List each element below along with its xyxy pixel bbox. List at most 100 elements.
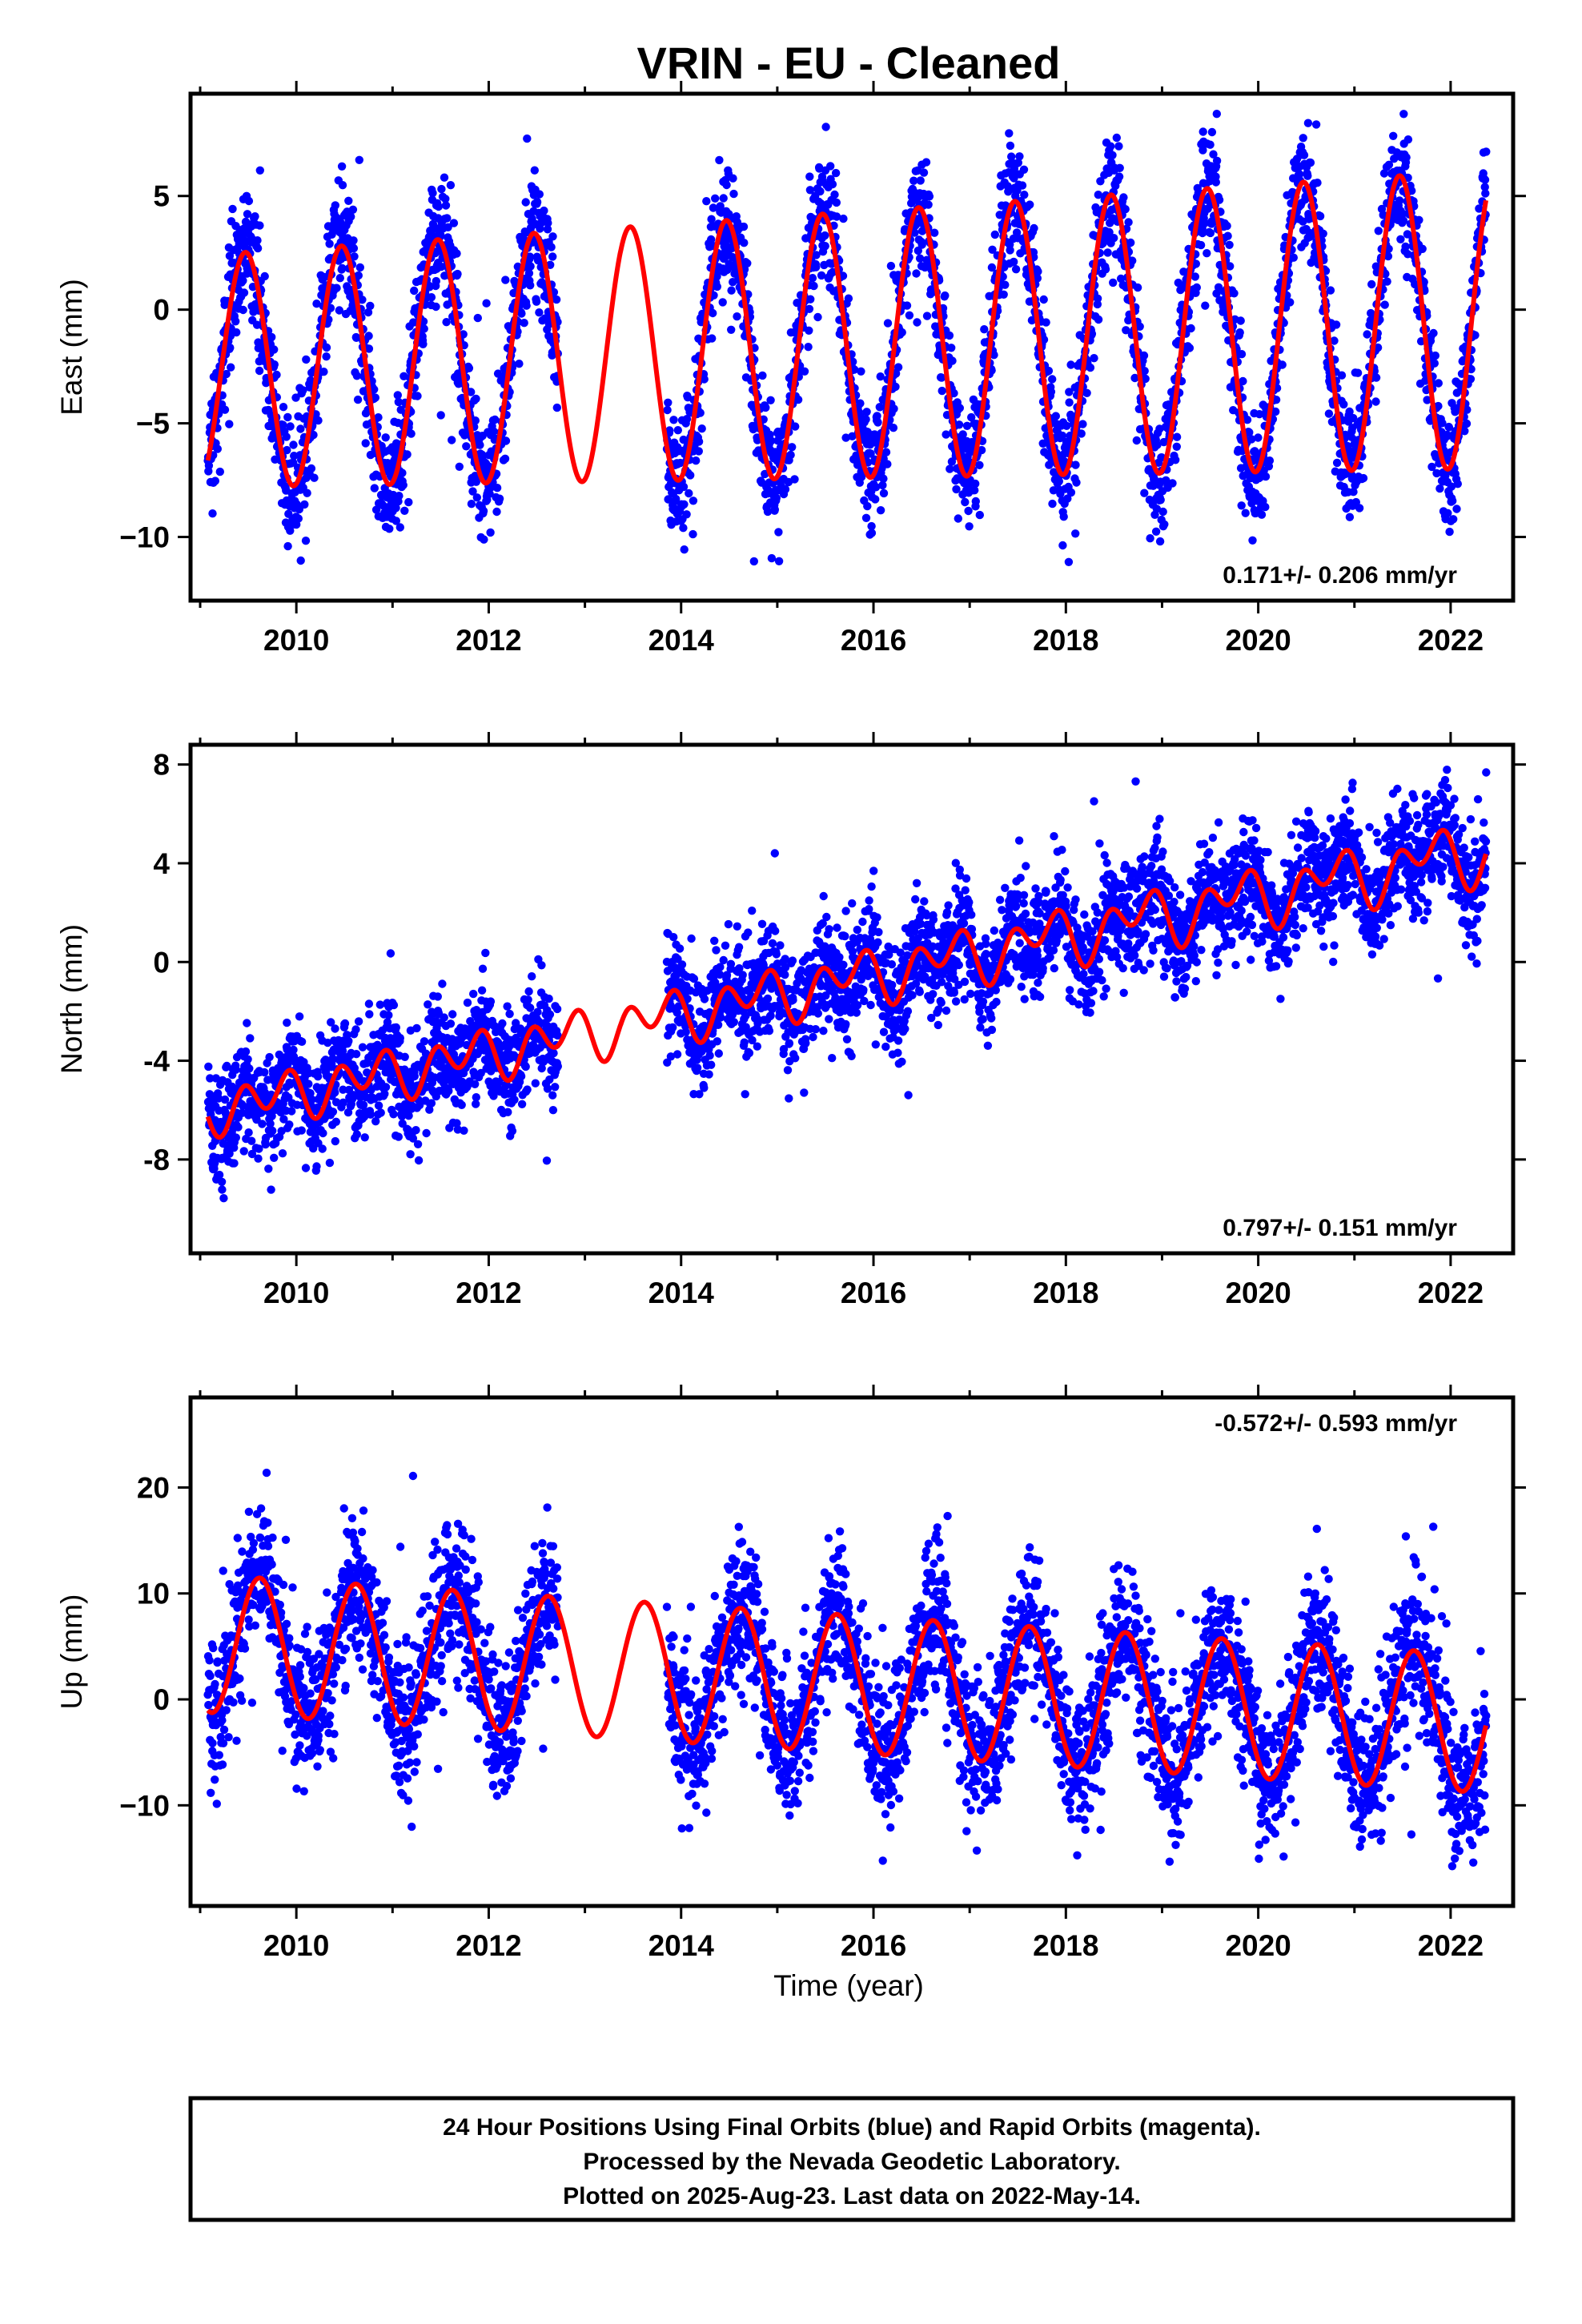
east-point xyxy=(805,304,814,313)
north-point xyxy=(412,1023,421,1033)
north-point xyxy=(354,1017,363,1026)
east-point xyxy=(1206,228,1215,238)
east-point xyxy=(398,468,407,477)
east-point xyxy=(1237,350,1247,359)
east-point xyxy=(476,440,484,449)
north-point xyxy=(244,1128,253,1137)
east-point xyxy=(977,445,986,455)
east-point xyxy=(998,272,1007,281)
east-point xyxy=(1480,183,1489,191)
east-point xyxy=(680,545,689,554)
east-point xyxy=(889,424,898,432)
east-point xyxy=(925,192,934,201)
east-point xyxy=(535,308,544,317)
east-point xyxy=(325,239,334,248)
north-point xyxy=(270,1153,279,1163)
north-point xyxy=(510,1096,519,1104)
east-point xyxy=(371,505,381,514)
east-point xyxy=(711,194,720,203)
east-x-tick-label: 2016 xyxy=(841,624,906,657)
east-point xyxy=(897,328,906,337)
north-point xyxy=(400,1052,409,1062)
north-point xyxy=(278,1149,287,1158)
east-point xyxy=(1071,529,1080,538)
east-point xyxy=(444,223,452,231)
east-point xyxy=(370,385,379,394)
east-point xyxy=(255,221,264,230)
east-point xyxy=(349,243,359,253)
north-point xyxy=(414,1156,424,1165)
east-point xyxy=(1094,315,1103,324)
east-point xyxy=(821,231,829,240)
east-point xyxy=(945,331,954,340)
east-point xyxy=(767,553,777,563)
east-point xyxy=(1434,401,1443,411)
east-point xyxy=(1261,472,1271,481)
east-point xyxy=(881,448,891,456)
east-point xyxy=(1379,169,1389,178)
north-point xyxy=(231,1065,240,1075)
east-point xyxy=(883,460,892,468)
east-point xyxy=(743,259,752,267)
east-point xyxy=(515,360,524,368)
east-point xyxy=(453,269,462,279)
east-y-tick-label: −10 xyxy=(119,521,170,554)
east-point xyxy=(889,404,898,413)
east-frame xyxy=(188,91,1516,603)
north-point xyxy=(508,1127,517,1136)
east-point xyxy=(861,415,870,424)
east-point xyxy=(225,420,234,428)
east-point xyxy=(913,166,922,175)
east-point xyxy=(1172,442,1182,451)
east-point xyxy=(493,369,503,378)
north-point xyxy=(269,1070,278,1079)
east-point xyxy=(707,235,716,244)
north-point xyxy=(365,1010,374,1019)
east-point xyxy=(808,274,817,283)
east-point xyxy=(468,487,477,496)
east-point xyxy=(967,412,976,422)
east-point xyxy=(1395,196,1404,205)
east-point xyxy=(1191,272,1200,281)
east-point xyxy=(1112,133,1122,143)
east-point xyxy=(680,500,689,509)
east-point xyxy=(664,495,673,504)
east-point xyxy=(1030,223,1038,233)
east-point xyxy=(700,375,709,384)
east-point xyxy=(946,464,954,473)
east-point xyxy=(916,176,925,185)
east-point xyxy=(486,528,495,537)
east-point xyxy=(351,333,361,342)
east-point xyxy=(350,252,359,261)
north-point xyxy=(231,1133,240,1142)
east-point xyxy=(1396,235,1405,243)
east-point xyxy=(876,506,885,515)
east-point xyxy=(1116,274,1126,283)
north-point xyxy=(427,1099,436,1108)
east-point xyxy=(1048,375,1057,384)
east-point xyxy=(856,399,865,408)
north-point xyxy=(412,1126,420,1135)
east-point xyxy=(905,311,914,320)
east-point xyxy=(243,210,252,219)
east-point xyxy=(739,222,749,231)
east-point xyxy=(1303,119,1313,127)
east-point xyxy=(1324,409,1334,418)
north-point xyxy=(328,1108,338,1116)
east-point xyxy=(523,134,532,143)
north-point xyxy=(376,1108,385,1117)
east-point xyxy=(729,189,738,199)
east-point xyxy=(436,411,445,420)
north-point xyxy=(481,948,490,958)
north-point xyxy=(313,1072,323,1081)
east-point xyxy=(733,312,741,321)
north-point xyxy=(394,1132,403,1141)
east-point xyxy=(679,482,689,492)
east-point xyxy=(344,196,353,205)
east-point xyxy=(255,366,264,376)
east-point xyxy=(713,282,721,292)
east-point xyxy=(954,420,964,429)
north-point xyxy=(217,1177,227,1187)
east-point xyxy=(282,432,291,441)
east-point xyxy=(1046,388,1056,396)
